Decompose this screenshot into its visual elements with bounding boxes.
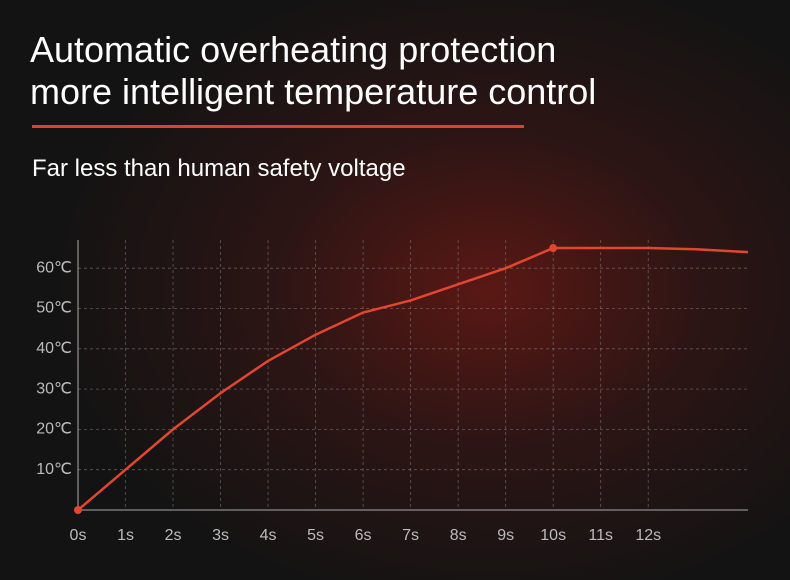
x-tick-label: 3s	[212, 527, 229, 544]
x-tick-label: 2s	[165, 527, 182, 544]
line	[77, 246, 749, 511]
title-line: Automatic overheating protection	[30, 29, 556, 70]
subtitle: Far less than human safety voltage	[32, 155, 406, 182]
x-tick-label: 11s	[588, 527, 613, 544]
x-tick-label: 5s	[307, 527, 324, 544]
y-tick-label: 30℃	[36, 380, 72, 397]
x-tick-label: 1s	[117, 527, 134, 544]
y-tick-label: 60℃	[36, 259, 72, 276]
y-tick-label: 10℃	[36, 461, 72, 478]
title-underline	[32, 125, 524, 128]
x-tick-label: 6s	[355, 527, 372, 544]
chart: 10℃ 20℃ 30℃ 40℃ 50℃ 60℃ 0s 1s 2s 3s 4s 5s 6s 7s 8s 9s 10…	[36, 240, 749, 544]
x-tick-label: 4s	[260, 527, 277, 544]
x-tick-label: 8s	[450, 527, 467, 544]
point	[549, 244, 558, 253]
y-tick-label: 20℃	[36, 421, 72, 438]
x-tick-label: 10s	[540, 527, 566, 544]
x-tick-label: 9s	[497, 527, 514, 544]
x-tick-label: 0s	[70, 527, 87, 544]
x-tick-label: 7s	[402, 527, 419, 544]
title-line: more intelligent temperature control	[30, 71, 596, 112]
y-tick-label: 40℃	[36, 340, 72, 357]
point	[74, 506, 82, 514]
x-tick-label: 12s	[635, 527, 661, 544]
y-tick-label: 50℃	[36, 300, 72, 317]
